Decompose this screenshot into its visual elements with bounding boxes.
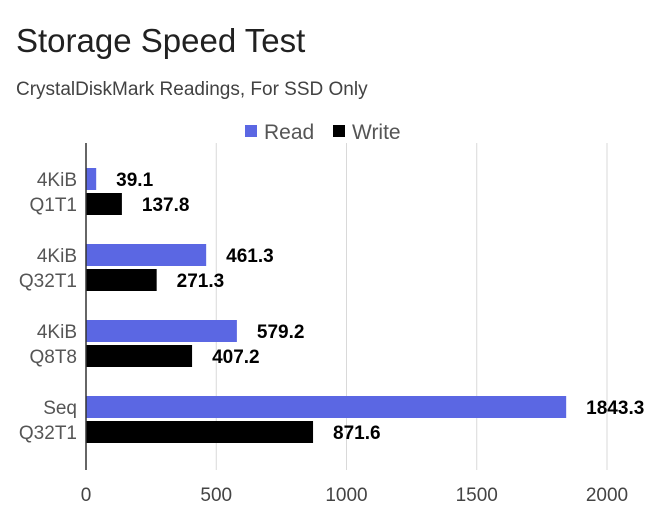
x-tick-label: 1000 — [325, 485, 367, 506]
category-label: Q1T1 — [29, 195, 77, 216]
legend-swatch-write — [333, 125, 345, 137]
bar-write — [86, 269, 157, 291]
category-label: 4KiB — [37, 170, 77, 191]
data-label: 407.2 — [212, 347, 260, 368]
x-tick-label: 0 — [81, 485, 92, 506]
bar-write — [86, 193, 122, 215]
bar-read — [86, 244, 207, 266]
category-label: Q32T1 — [19, 423, 77, 444]
data-label: 271.3 — [177, 271, 225, 292]
x-tick-label: 2000 — [586, 485, 628, 506]
category-label: 4KiB — [37, 246, 77, 267]
bar-write — [86, 421, 314, 443]
data-label: 39.1 — [116, 170, 153, 191]
data-label: 137.8 — [142, 195, 190, 216]
category-label: Seq — [43, 398, 77, 419]
data-label: 871.6 — [333, 423, 381, 444]
bar-read — [86, 320, 237, 342]
data-label: 579.2 — [257, 322, 305, 343]
legend-label-write: Write — [352, 121, 401, 144]
bar-read — [86, 168, 97, 190]
category-label: Q8T8 — [29, 347, 77, 368]
chart-title: Storage Speed Test — [16, 22, 306, 59]
legend-label-read: Read — [264, 121, 314, 144]
chart-subtitle: CrystalDiskMark Readings, For SSD Only — [16, 79, 368, 100]
bar-write — [86, 345, 193, 367]
legend-swatch-read — [245, 125, 257, 137]
category-label: Q32T1 — [19, 271, 77, 292]
category-label: 4KiB — [37, 322, 77, 343]
data-label: 461.3 — [226, 246, 274, 267]
x-tick-label: 500 — [200, 485, 232, 506]
data-label: 1843.3 — [586, 398, 644, 419]
x-tick-label: 1500 — [456, 485, 498, 506]
bar-read — [86, 396, 567, 418]
